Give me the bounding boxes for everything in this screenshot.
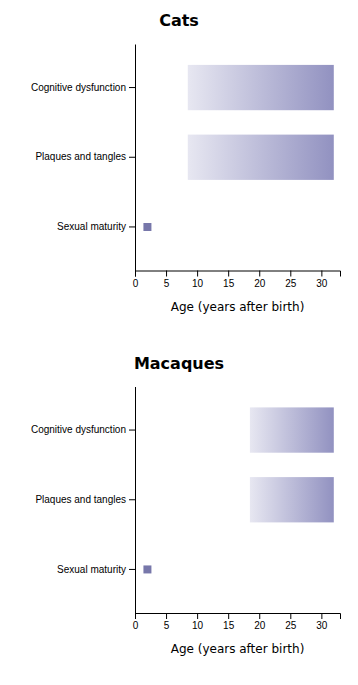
marks xyxy=(143,407,333,573)
x-tick: 30 xyxy=(316,613,328,631)
x-tick-line xyxy=(259,271,260,277)
x-axis: 0 5 10 15 20 25 30 xyxy=(133,613,341,631)
x-tick-line xyxy=(321,613,322,619)
x-tick-label: 15 xyxy=(223,620,235,631)
chart: Cats 0 5 10 15 20 25 30 Cognitive dysfunction Pla… xyxy=(31,11,341,314)
x-axis-label: Age (years after birth) xyxy=(171,300,305,314)
y-tick-label: Sexual maturity xyxy=(57,564,126,575)
x-tick-label: 5 xyxy=(164,620,170,631)
x-tick-label: 0 xyxy=(133,620,139,631)
x-tick-line xyxy=(135,271,136,277)
y-tick-line xyxy=(129,157,135,158)
x-tick-line xyxy=(166,613,167,619)
chart-title: Cats xyxy=(159,11,199,30)
axis-domain xyxy=(136,271,341,277)
y-tick-label: Sexual maturity xyxy=(57,221,126,232)
y-tick: Sexual maturity xyxy=(57,221,135,232)
x-tick-label: 20 xyxy=(254,620,266,631)
x-tick: 10 xyxy=(192,613,204,631)
axis-domain xyxy=(135,387,136,614)
y-tick-line xyxy=(129,430,135,431)
x-tick: 5 xyxy=(164,613,170,631)
y-tick: Cognitive dysfunction xyxy=(31,82,135,93)
x-tick: 30 xyxy=(316,271,328,289)
y-tick-label: Plaques and tangles xyxy=(35,494,126,505)
y-tick: Plaques and tangles xyxy=(35,151,135,162)
bar xyxy=(188,65,334,110)
x-tick-label: 15 xyxy=(223,278,235,289)
x-tick: 0 xyxy=(133,613,139,631)
bar xyxy=(250,407,334,452)
x-tick-line xyxy=(228,271,229,277)
x-tick: 0 xyxy=(133,271,139,289)
axis-domain xyxy=(136,614,341,620)
y-tick-label: Plaques and tangles xyxy=(35,151,126,162)
point xyxy=(143,223,151,231)
x-tick-label: 30 xyxy=(316,620,328,631)
y-tick-line xyxy=(129,87,135,88)
x-axis: 0 5 10 15 20 25 30 xyxy=(133,271,341,289)
y-axis: Cognitive dysfunction Plaques and tangles… xyxy=(31,387,136,614)
x-tick: 20 xyxy=(254,613,266,631)
y-axis: Cognitive dysfunction Plaques and tangles… xyxy=(31,45,136,272)
y-tick-label: Cognitive dysfunction xyxy=(31,424,126,435)
x-tick-line xyxy=(290,613,291,619)
figure: Cats 0 5 10 15 20 25 30 Cognitive dysfunction Pla… xyxy=(0,0,358,685)
x-tick: 5 xyxy=(164,271,170,289)
y-tick-label: Cognitive dysfunction xyxy=(31,82,126,93)
x-tick-label: 10 xyxy=(192,278,204,289)
x-tick-label: 30 xyxy=(316,278,328,289)
x-tick-line xyxy=(197,271,198,277)
y-tick-line xyxy=(129,226,135,227)
x-tick: 10 xyxy=(192,271,204,289)
axis-domain xyxy=(135,45,136,272)
x-tick: 25 xyxy=(285,271,297,289)
x-tick-line xyxy=(290,271,291,277)
x-tick-line xyxy=(259,613,260,619)
chart: Macaques 0 5 10 15 20 25 30 Cognitive dysfunctio… xyxy=(31,354,341,657)
x-tick-label: 25 xyxy=(285,278,297,289)
x-axis-label: Age (years after birth) xyxy=(171,642,305,656)
x-tick-label: 20 xyxy=(254,278,266,289)
x-tick: 20 xyxy=(254,271,266,289)
bar xyxy=(250,477,334,522)
y-tick-line xyxy=(129,569,135,570)
marks xyxy=(143,65,333,231)
x-tick-line xyxy=(166,271,167,277)
plot-area: 0 5 10 15 20 25 30 Cognitive dysfunction Plaques… xyxy=(31,45,341,289)
x-tick-line xyxy=(321,271,322,277)
plot-area: 0 5 10 15 20 25 30 Cognitive dysfunction Plaques… xyxy=(31,387,341,631)
y-tick: Plaques and tangles xyxy=(35,494,135,505)
bar xyxy=(188,135,334,180)
x-tick-label: 0 xyxy=(133,278,139,289)
x-tick-line xyxy=(135,613,136,619)
x-tick-label: 25 xyxy=(285,620,297,631)
y-tick: Sexual maturity xyxy=(57,564,135,575)
x-tick-label: 5 xyxy=(164,278,170,289)
x-tick-line xyxy=(197,613,198,619)
point xyxy=(143,565,151,573)
x-tick-label: 10 xyxy=(192,620,204,631)
y-tick-line xyxy=(129,499,135,500)
x-tick-line xyxy=(228,613,229,619)
x-tick: 15 xyxy=(223,271,235,289)
chart-title: Macaques xyxy=(134,354,224,373)
y-tick: Cognitive dysfunction xyxy=(31,424,135,435)
x-tick: 25 xyxy=(285,613,297,631)
x-tick: 15 xyxy=(223,613,235,631)
